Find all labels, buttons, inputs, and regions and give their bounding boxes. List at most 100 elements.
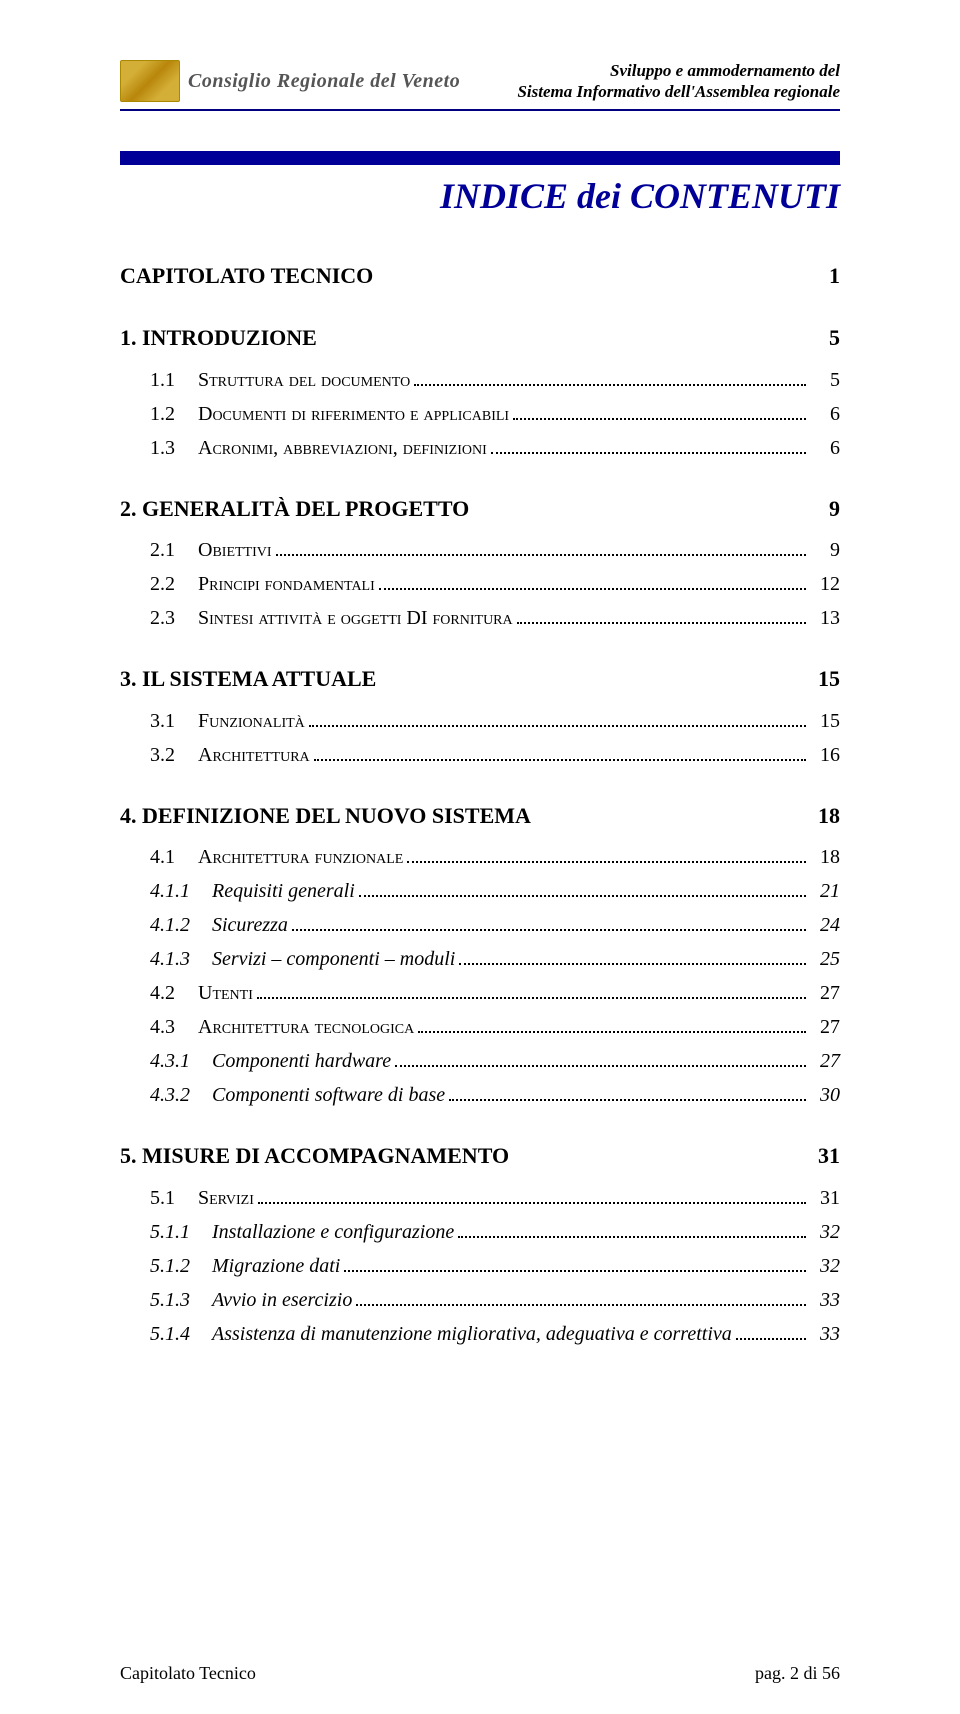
toc-label: 5.1.4Assistenza di manutenzione migliora… [150, 1321, 732, 1347]
toc-label: 4.1.1Requisiti generali [150, 878, 355, 904]
toc-num: 4.1.1 [150, 878, 212, 904]
toc-num: 1.3 [150, 435, 198, 461]
toc-leader-dots [379, 572, 806, 590]
toc-num: 3.1 [150, 708, 198, 734]
toc-num: 2.3 [150, 605, 198, 631]
toc-entry: 2.3Sintesi attività e oggetti DI fornitu… [120, 605, 840, 631]
footer-doc-title: Capitolato Tecnico [120, 1663, 256, 1684]
toc-entry: 5. MISURE DI ACCOMPAGNAMENTO31 [120, 1142, 840, 1171]
toc-page: 32 [810, 1253, 840, 1279]
toc-text: Servizi [198, 1187, 254, 1209]
header-subtitle: Sviluppo e ammodernamento del Sistema In… [517, 60, 840, 103]
toc-page: 31 [810, 1185, 840, 1211]
toc-label: 2. GENERALITÀ DEL PROGETTO [120, 495, 810, 524]
footer-page-number: pag. 2 di 56 [755, 1663, 840, 1684]
toc-page: 31 [810, 1142, 840, 1171]
toc-leader-dots [292, 913, 806, 931]
toc-label: 4.1.3Servizi – componenti – moduli [150, 946, 455, 972]
toc-entry: 2.2Principi fondamentali 12 [120, 571, 840, 597]
toc-text: Funzionalità [198, 710, 305, 732]
toc-text: Architettura [198, 744, 310, 766]
toc-text: Acronimi, abbreviazioni, definizioni [198, 437, 487, 459]
toc-leader-dots [356, 1288, 806, 1306]
toc-num: 4.1 [150, 844, 198, 870]
toc-entry: 4.1Architettura funzionale18 [120, 844, 840, 870]
toc-page: 16 [810, 742, 840, 768]
toc-entry: 4.1.3Servizi – componenti – moduli 25 [120, 946, 840, 972]
veneto-logo [120, 60, 180, 102]
toc-entry: 1. INTRODUZIONE5 [120, 324, 840, 353]
toc-page: 18 [810, 844, 840, 870]
toc-page: 1 [810, 262, 840, 291]
toc-text: Struttura del documento [198, 369, 410, 391]
toc-text: Installazione e configurazione [212, 1221, 454, 1243]
toc-page: 32 [810, 1219, 840, 1245]
toc-text: Sintesi attività e oggetti DI fornitura [198, 607, 513, 629]
toc-label: 3.1Funzionalità [150, 708, 305, 734]
toc-text: Documenti di riferimento e applicabili [198, 403, 509, 425]
toc-label: 5.1.3Avvio in esercizio [150, 1287, 352, 1313]
toc-entry: 4.1.1Requisiti generali 21 [120, 878, 840, 904]
toc-text: Assistenza di manutenzione migliorativa,… [212, 1323, 732, 1345]
toc-leader-dots [314, 743, 806, 761]
toc-entry: 4.3.2Componenti software di base 30 [120, 1082, 840, 1108]
toc-text: Sicurezza [212, 914, 288, 936]
toc-leader-dots [491, 436, 806, 454]
toc-label: 2.2Principi fondamentali [150, 571, 375, 597]
organisation-name: Consiglio Regionale del Veneto [188, 70, 460, 93]
toc-page: 15 [810, 665, 840, 694]
toc-page: 21 [810, 878, 840, 904]
toc-num: 4.1.2 [150, 912, 212, 938]
header-left: Consiglio Regionale del Veneto [120, 60, 460, 102]
toc-leader-dots [258, 1186, 806, 1204]
toc-entry: 5.1.2Migrazione dati32 [120, 1253, 840, 1279]
toc-num: 5.1.4 [150, 1321, 212, 1347]
toc-leader-dots [418, 1015, 806, 1033]
toc-num: 4.3.2 [150, 1082, 212, 1108]
toc-text: Obiettivi [198, 539, 272, 561]
toc-page: 5 [810, 324, 840, 353]
toc-text: Utenti [198, 982, 253, 1004]
toc-label: 3.2Architettura [150, 742, 310, 768]
toc-num: 2.1 [150, 537, 198, 563]
toc-leader-dots [459, 947, 806, 965]
toc-page: 6 [810, 435, 840, 461]
toc-num: 1.2 [150, 401, 198, 427]
table-of-contents: CAPITOLATO TECNICO11. INTRODUZIONE51.1St… [120, 262, 840, 1348]
toc-entry: 1.3Acronimi, abbreviazioni, definizioni 6 [120, 435, 840, 461]
toc-page: 25 [810, 946, 840, 972]
toc-leader-dots [395, 1049, 806, 1067]
toc-label: 5.1Servizi [150, 1185, 254, 1211]
toc-num: 5.1 [150, 1185, 198, 1211]
toc-label: 1.1Struttura del documento [150, 367, 410, 393]
toc-page: 30 [810, 1082, 840, 1108]
toc-num: 1.1 [150, 367, 198, 393]
toc-label: 5.1.1Installazione e configurazione [150, 1219, 454, 1245]
toc-entry: 4.2Utenti 27 [120, 980, 840, 1006]
toc-num: 4.3 [150, 1014, 198, 1040]
document-page: Consiglio Regionale del Veneto Sviluppo … [0, 0, 960, 1714]
toc-num: 4.3.1 [150, 1048, 212, 1074]
subtitle-line-2: Sistema Informativo dell'Assemblea regio… [517, 81, 840, 102]
toc-leader-dots [359, 879, 806, 897]
toc-page: 6 [810, 401, 840, 427]
toc-leader-dots [344, 1254, 806, 1272]
toc-leader-dots [513, 402, 806, 420]
toc-num: 5.1.3 [150, 1287, 212, 1313]
toc-label: 4.3.2Componenti software di base [150, 1082, 445, 1108]
toc-leader-dots [257, 981, 806, 999]
toc-text: Requisiti generali [212, 880, 355, 902]
header-rule [120, 109, 840, 111]
toc-num: 4.1.3 [150, 946, 212, 972]
toc-entry: 3.1Funzionalità15 [120, 708, 840, 734]
toc-label: 4.3Architettura tecnologica [150, 1014, 414, 1040]
toc-page: 27 [810, 980, 840, 1006]
toc-text: Avvio in esercizio [212, 1289, 352, 1311]
toc-num: 3.2 [150, 742, 198, 768]
index-title: INDICE dei CONTENUTI [120, 175, 840, 217]
toc-leader-dots [407, 845, 806, 863]
toc-num: 4.2 [150, 980, 198, 1006]
toc-page: 12 [810, 571, 840, 597]
toc-label: 2.1Obiettivi [150, 537, 272, 563]
toc-page: 33 [810, 1321, 840, 1347]
